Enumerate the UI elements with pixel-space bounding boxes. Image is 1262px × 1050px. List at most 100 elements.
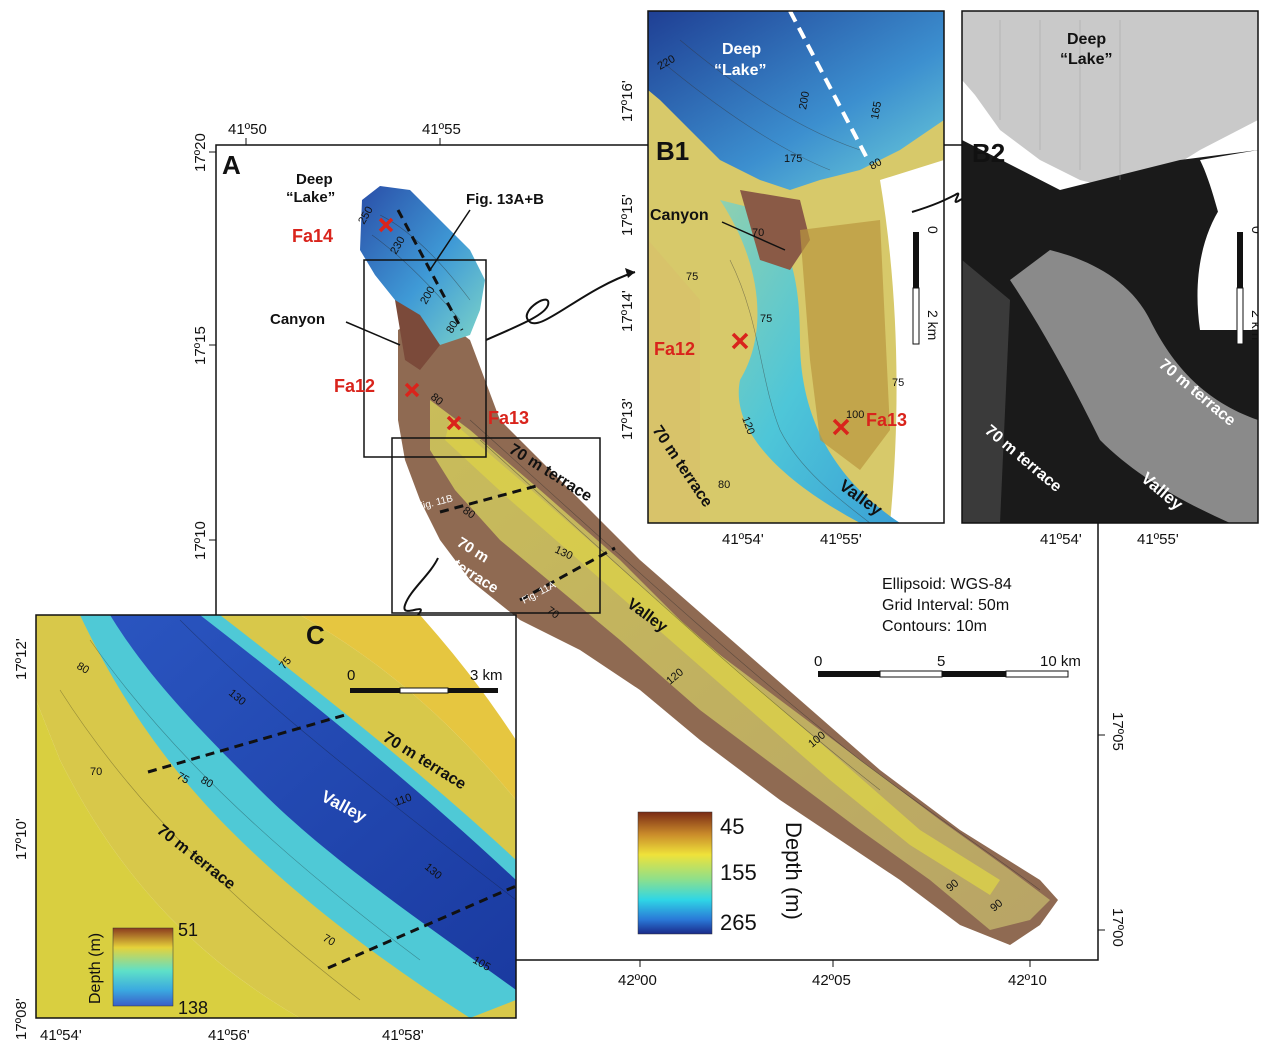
svg-text:41º58': 41º58' [382,1027,424,1044]
scale-tick: 10 km [1040,653,1081,670]
c-scale-tick: 3 km [470,667,503,684]
svg-text:80: 80 [199,774,216,791]
panel-b1-frame [647,10,945,524]
c-tick-labels: 17º12' 17º10' 17º08' 41º54' 41º56' 41º58… [13,638,424,1044]
b1-lake [648,11,944,190]
bottom-tick-label: 42º00 [618,972,657,989]
svg-text:17º15': 17º15' [619,194,636,236]
c-valley-floor [110,615,516,990]
b1-scale-white [912,287,920,345]
b1-nodata [880,160,944,523]
scale-tick: 0 [814,653,822,670]
svg-text:165: 165 [869,100,884,120]
svg-text:110: 110 [393,792,414,809]
connector-b1-to-b2 [911,174,1013,213]
b2-scale-white [1236,287,1244,345]
b2-valley [1010,250,1258,523]
svg-text:80: 80 [718,479,730,491]
canyon-label: Canyon [270,311,325,328]
panel-a-tick-marks [209,138,1105,967]
lake-label: “Lake” [286,189,335,206]
right-tick-label: 17º00 [1109,908,1126,947]
site-fa12: Fa12 [334,376,375,396]
panel-a-colorbar: 45 155 265 Depth (m) [637,811,806,935]
svg-text:17º12': 17º12' [13,638,30,680]
deep-label: Deep [296,171,333,188]
b1-canyon-label: Canyon [650,207,709,224]
c-scale-tick: 0 [347,667,355,684]
svg-text:41º56': 41º56' [208,1027,250,1044]
svg-text:41º55': 41º55' [820,531,862,548]
svg-text:120: 120 [739,415,757,436]
deep-lake [360,186,485,345]
svg-text:17º13': 17º13' [619,398,636,440]
b1-deep: Deep [722,41,761,58]
b1-valley [720,200,900,523]
scale-tick: 5 [937,653,945,670]
svg-text:80: 80 [460,505,477,522]
b2-bottom-tick: 41º54' [1040,531,1082,548]
inset-box-c [391,437,601,614]
right-tick-label: 17º05 [1109,712,1126,751]
panel-c-letter: C [306,620,325,650]
svg-text:70: 70 [752,227,764,239]
b1-canyon [740,190,810,270]
bottom-tick-label: 42º05 [812,972,851,989]
info-ellipsoid: Ellipsoid: WGS-84 [882,576,1012,593]
svg-text:70: 70 [544,605,561,622]
svg-text:80: 80 [444,319,461,336]
panel-b2-frame [961,10,1259,524]
b2-lake: “Lake” [1060,51,1112,68]
svg-text:70: 70 [321,932,338,949]
b1-site-fa13: Fa13 [866,410,907,430]
left-tick-label: 17º20 [192,133,209,172]
valley-channel [445,420,1000,895]
svg-text:80: 80 [868,156,885,173]
c-colorbar-title: Depth (m) [87,933,104,1004]
svg-text:75: 75 [175,770,192,787]
svg-text:17º14': 17º14' [619,290,636,332]
b1-canyon-pointer [721,221,786,251]
panel-c-scale-bar: 0 3 km [347,667,503,694]
b2-lake [962,11,1258,190]
b1-terrace [648,240,700,523]
c-colorbar-value: 138 [178,998,208,1018]
panel-a-letter: A [222,150,241,180]
svg-text:17º16': 17º16' [619,80,636,122]
left-tick-label: 17º15 [192,326,209,365]
panel-c: C 0 3 km 70 m terrace 70 m terrace Valle… [13,614,517,1044]
panel-b2: 0 2 km B2 Deep “Lake” 70 m terrace 70 m … [961,10,1262,548]
b2-scale-tick: 2 km [1249,310,1262,340]
b1-tick-labels: 17º16' 17º15' 17º14' 17º13' 41º54' 41º55… [619,80,862,548]
panel-c-colorbar: 51 138 Depth (m) [87,920,208,1018]
svg-text:41º54': 41º54' [40,1027,82,1044]
top-tick-label: 41º55 [422,121,461,138]
panel-c-frame [35,614,517,1019]
b1-scale-tick: 2 km [925,310,941,340]
svg-text:17º10': 17º10' [13,818,30,860]
b1-scale-tick: 0 [925,226,941,234]
b1-site-fa12: Fa12 [654,339,695,359]
svg-text:75: 75 [892,377,904,389]
site-markers [378,217,462,431]
canyon-relief [395,300,440,370]
b1-profile-line [788,11,870,161]
connector-a-to-b1 [485,271,636,341]
svg-text:75: 75 [760,313,772,325]
svg-text:70: 70 [90,766,102,778]
info-grid: Grid Interval: 50m [882,597,1009,614]
b2-bottom-tick: 41º55' [1137,531,1179,548]
canyon-pointer [345,321,401,346]
inset-box-b [363,259,487,458]
b2-deep: Deep [1067,31,1106,48]
fig13-pointer [429,209,471,271]
valley-floor [430,400,1050,930]
fig13-label: Fig. 13A+B [466,191,544,208]
b1-slope [800,220,890,470]
svg-text:75: 75 [686,271,698,283]
c-colorbar-value: 51 [178,920,198,940]
panel-b1: 0 2 km B1 Deep “Lake” Canyon Fa12 Fa13 7… [619,10,1016,548]
colorbar-value: 155 [720,860,757,885]
b1-lake: “Lake” [714,62,766,79]
